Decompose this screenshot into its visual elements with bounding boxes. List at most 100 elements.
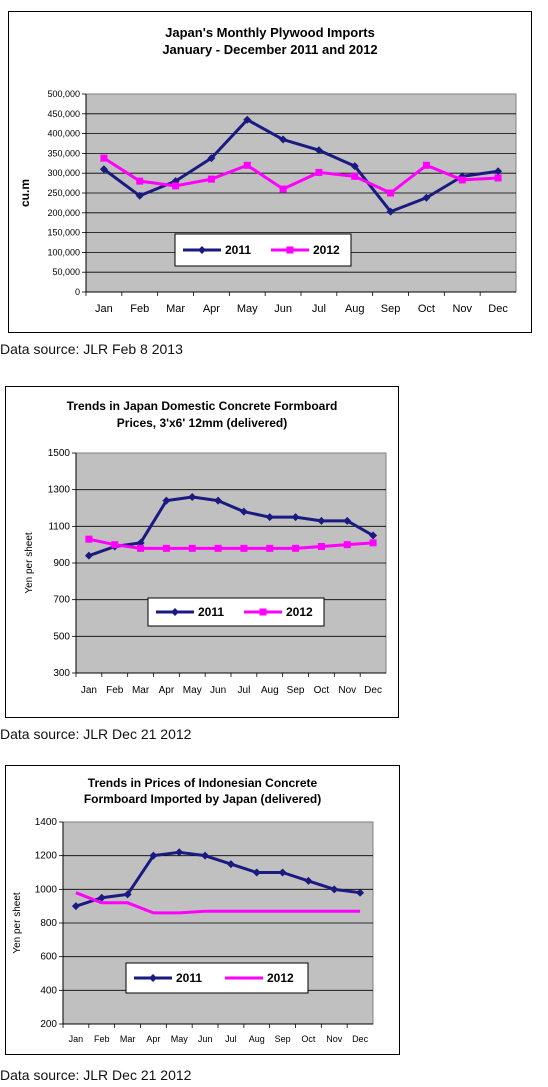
x-tick-label: Feb [130,303,149,315]
data-point-2011 [97,893,106,902]
data-point-2012 [266,544,274,552]
data-point-2011 [265,513,274,522]
data-point-2012 [315,168,323,176]
y-tick-label: 1200 [35,851,58,862]
y-tick-label: 500,000 [47,89,80,99]
data-point-2012 [317,543,325,550]
data-point-2012 [100,154,108,162]
y-tick-label: 400 [40,985,57,996]
legend-label: 2012 [286,605,313,619]
chart-plywood-imports: 0 50,000 100,000 150,000 200,000 250,000 300,0… [18,89,517,315]
data-point-2012 [85,535,93,543]
x-tick-label: Jul [312,303,326,315]
data-point-2012 [188,544,196,552]
data-point-2011 [422,193,431,202]
y-tick-label: 250,000 [47,188,80,198]
x-tick-label: Jan [81,685,97,696]
x-tick-label: Nov [338,685,356,696]
data-point-2011 [314,146,323,155]
x-tick-label: Nov [452,303,472,315]
data-point-2012 [137,544,145,552]
data-point-2012 [351,172,359,180]
data-point-2011 [84,551,93,560]
y-tick-label: 450,000 [47,109,80,119]
data-point-2011 [369,531,378,540]
data-point-2011 [71,902,80,911]
data-point-2011 [494,167,503,176]
chart-subtitle: January - December 2011 and 2012 [162,42,378,57]
y-tick-label: 350,000 [47,148,80,158]
legend-label: 2011 [198,605,224,619]
x-tick-label: Sep [275,1034,291,1044]
x-tick-label: Jun [274,303,292,315]
data-point-2012 [243,161,251,169]
data-point-2012 [172,182,180,190]
y-axis-label: cu.m [18,179,32,207]
data-point-2011 [136,538,145,547]
chart-indonesian-formboard: 200 400 600 800 1000 1200 1400 Jan Feb Mar Apr May J… [12,817,374,1044]
legend-marker-2012 [286,246,294,254]
data-point-2011 [279,135,288,144]
x-tick-label: Aug [249,1034,265,1044]
x-tick-label: Jul [225,1034,237,1044]
y-tick-label: 1000 [35,884,58,895]
x-tick-label: Sep [381,303,401,315]
y-tick-label: 600 [40,952,57,963]
data-point-2011 [252,868,261,877]
data-point-2011 [123,890,132,899]
chart-title: Japan's Monthly Plywood Imports [165,25,375,40]
data-point-2011 [149,851,158,860]
x-tick-label: Aug [261,685,279,696]
x-tick-label: Oct [314,685,330,696]
data-point-2012 [162,544,170,552]
data-point-2011 [330,885,339,894]
data-point-2012 [387,189,395,197]
y-tick-label: 100,000 [47,247,80,257]
x-tick-label: Oct [418,303,435,315]
data-point-2011 [386,207,395,216]
x-tick-label: Mar [166,303,185,315]
data-point-2012 [279,185,287,193]
y-tick-label: 300 [53,668,70,679]
chart-title: Trends in Japan Domestic Concrete Formbo… [66,399,338,413]
data-point-2011 [243,115,252,124]
x-tick-label: Nov [326,1034,343,1044]
data-point-2011 [278,868,287,877]
y-tick-label: 200 [40,1019,57,1030]
series-line-2011 [75,850,361,908]
y-tick-label: 700 [53,595,70,606]
legend-label: 2011 [225,243,251,257]
chart-frame-domestic-formboard: Trends in Japan Domestic Concrete Formbo… [5,386,399,718]
legend-label: 2011 [176,971,202,985]
series-line-2012 [88,537,374,550]
data-point-2012 [343,541,351,549]
data-point-2012 [136,177,144,185]
y-tick-label: 1300 [48,485,71,496]
series-line-2012 [103,156,499,195]
data-source-note: Data source: JLR Feb 8 2013 [0,341,183,357]
x-tick-label: Apr [159,685,175,696]
data-point-2011 [317,516,326,525]
chart-subtitle: Formboard Imported by Japan (delivered) [83,792,322,806]
x-tick-label: Feb [94,1034,110,1044]
legend-marker-2012 [259,608,267,616]
x-tick-label: Apr [203,303,220,315]
y-tick-label: 400,000 [47,129,80,139]
chart-domestic-formboard: 300 500 700 900 1100 1300 1500 Jan Feb Mar Apr May J… [24,448,387,696]
y-tick-label: 50,000 [52,267,80,277]
data-point-2011 [356,888,365,897]
legend-marker-2011 [149,974,157,982]
y-tick-label: 0 [75,287,80,297]
data-point-2012 [214,544,222,552]
series-line-2011 [103,118,499,214]
data-point-2011 [99,165,108,174]
data-point-2011 [207,154,216,163]
legend-label: 2012 [267,971,294,985]
data-point-2012 [369,539,377,547]
data-point-2011 [343,516,352,525]
x-tick-label: May [237,303,258,315]
x-tick-label: Aug [345,303,365,315]
chart-subtitle: Prices, 3'x6' 12mm (delivered) [116,416,288,430]
x-tick-label: Jun [198,1034,213,1044]
x-tick-label: Dec [488,303,508,315]
